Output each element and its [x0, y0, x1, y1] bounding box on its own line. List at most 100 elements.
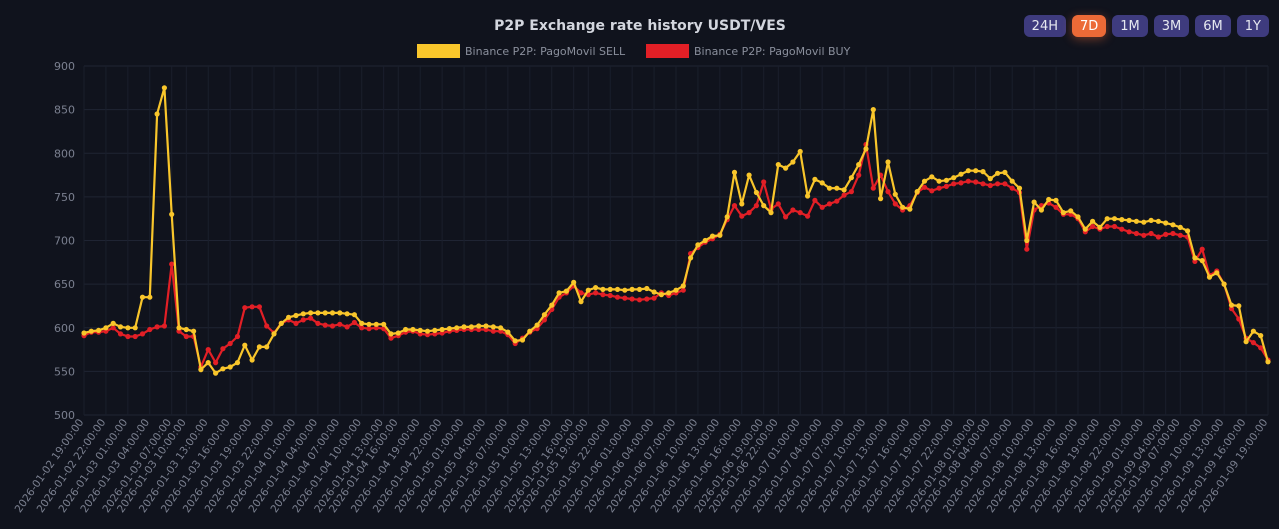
data-point[interactable]	[1155, 218, 1161, 224]
data-point[interactable]	[783, 214, 789, 220]
data-point[interactable]	[264, 323, 270, 329]
data-point[interactable]	[1082, 226, 1088, 232]
data-point[interactable]	[169, 261, 175, 267]
data-point[interactable]	[658, 292, 665, 298]
data-point[interactable]	[1258, 333, 1264, 339]
data-point[interactable]	[1024, 246, 1030, 252]
data-point[interactable]	[1206, 274, 1213, 280]
data-point[interactable]	[848, 189, 855, 195]
data-point[interactable]	[995, 170, 1001, 176]
data-point[interactable]	[213, 370, 219, 376]
data-point[interactable]	[775, 162, 781, 168]
data-point[interactable]	[856, 162, 862, 168]
data-point[interactable]	[636, 297, 643, 303]
data-point[interactable]	[1126, 217, 1132, 223]
data-point[interactable]	[1126, 229, 1132, 235]
data-point[interactable]	[344, 324, 350, 330]
data-point[interactable]	[870, 107, 876, 113]
data-point[interactable]	[870, 185, 876, 191]
data-point[interactable]	[885, 189, 891, 195]
data-point[interactable]	[351, 319, 357, 326]
data-point[interactable]	[826, 201, 833, 207]
data-point[interactable]	[1090, 223, 1096, 230]
data-point[interactable]	[329, 310, 336, 316]
data-point[interactable]	[234, 333, 241, 340]
data-point[interactable]	[308, 310, 314, 316]
data-point[interactable]	[585, 287, 591, 293]
data-point[interactable]	[519, 337, 526, 343]
data-point[interactable]	[366, 326, 372, 332]
data-point[interactable]	[366, 321, 372, 327]
data-point[interactable]	[812, 176, 818, 182]
data-point[interactable]	[783, 165, 789, 171]
data-point[interactable]	[607, 286, 613, 292]
range-7d-button[interactable]: 7D	[1072, 15, 1107, 37]
data-point[interactable]	[695, 242, 701, 248]
data-point[interactable]	[914, 189, 920, 195]
data-point[interactable]	[841, 187, 847, 193]
data-point[interactable]	[1163, 220, 1169, 226]
data-point[interactable]	[1119, 217, 1125, 223]
data-point[interactable]	[125, 325, 131, 331]
data-point[interactable]	[578, 299, 584, 305]
data-point[interactable]	[1068, 208, 1074, 214]
data-point[interactable]	[731, 203, 738, 209]
data-point[interactable]	[183, 333, 189, 340]
data-point[interactable]	[213, 360, 219, 366]
data-point[interactable]	[636, 286, 643, 292]
data-point[interactable]	[264, 344, 270, 350]
data-point[interactable]	[607, 292, 613, 299]
data-point[interactable]	[900, 204, 906, 210]
data-point[interactable]	[103, 325, 109, 331]
data-point[interactable]	[1170, 222, 1176, 228]
data-point[interactable]	[929, 174, 935, 180]
data-point[interactable]	[337, 310, 343, 316]
range-24h-button[interactable]: 24H	[1023, 15, 1066, 37]
data-point[interactable]	[1090, 218, 1096, 224]
data-point[interactable]	[1228, 302, 1235, 308]
data-point[interactable]	[308, 315, 314, 321]
data-point[interactable]	[1075, 214, 1081, 220]
data-point[interactable]	[110, 320, 116, 326]
data-point[interactable]	[863, 146, 869, 152]
data-point[interactable]	[205, 360, 211, 366]
data-point[interactable]	[1250, 340, 1256, 346]
data-point[interactable]	[936, 185, 942, 191]
data-point[interactable]	[1009, 185, 1015, 191]
data-point[interactable]	[739, 201, 745, 207]
data-point[interactable]	[1141, 232, 1147, 238]
data-point[interactable]	[403, 326, 409, 333]
data-point[interactable]	[147, 294, 153, 300]
data-point[interactable]	[834, 198, 840, 204]
data-point[interactable]	[980, 169, 986, 175]
data-point[interactable]	[1185, 228, 1191, 234]
data-point[interactable]	[731, 169, 738, 175]
data-point[interactable]	[410, 326, 416, 333]
data-point[interactable]	[278, 320, 284, 326]
data-point[interactable]	[819, 180, 825, 186]
data-point[interactable]	[556, 290, 562, 296]
data-point[interactable]	[644, 285, 650, 292]
data-point[interactable]	[892, 201, 898, 207]
data-point[interactable]	[315, 310, 321, 316]
data-point[interactable]	[1046, 196, 1052, 203]
data-point[interactable]	[614, 294, 621, 300]
data-point[interactable]	[322, 322, 328, 328]
data-point[interactable]	[680, 287, 686, 293]
data-point[interactable]	[220, 366, 226, 372]
data-point[interactable]	[205, 347, 211, 353]
data-point[interactable]	[973, 179, 979, 185]
data-point[interactable]	[117, 324, 124, 330]
data-point[interactable]	[936, 178, 942, 184]
data-point[interactable]	[1111, 223, 1118, 230]
data-point[interactable]	[805, 213, 811, 219]
data-point[interactable]	[1243, 339, 1249, 345]
data-point[interactable]	[1214, 270, 1220, 276]
data-point[interactable]	[629, 296, 635, 302]
data-point[interactable]	[344, 311, 350, 317]
data-point[interactable]	[929, 188, 935, 194]
legend-item-buy[interactable]: Binance P2P: PagoMovil BUY	[646, 44, 851, 58]
data-point[interactable]	[125, 333, 131, 340]
data-point[interactable]	[629, 286, 635, 292]
data-point[interactable]	[995, 181, 1001, 187]
